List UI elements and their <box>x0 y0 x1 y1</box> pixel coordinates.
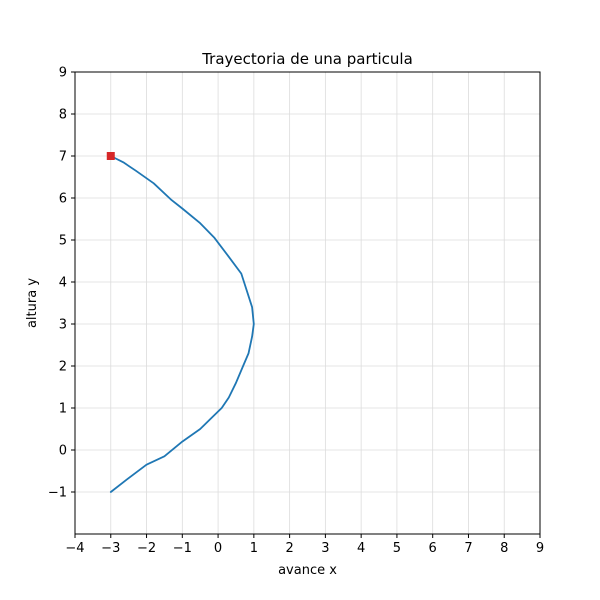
x-tick-label: 2 <box>285 541 293 556</box>
y-tick-label: 7 <box>59 150 67 165</box>
series-layer <box>106 152 255 493</box>
x-tick-label: 3 <box>321 541 329 556</box>
y-axis-label: altura y <box>25 278 40 328</box>
x-tick-label: 1 <box>250 541 258 556</box>
y-tick-label: 0 <box>59 444 67 459</box>
x-tick-label: −3 <box>101 541 120 556</box>
y-tick-label: 9 <box>59 66 67 81</box>
y-tick-label: −1 <box>48 486 67 501</box>
plot-frame <box>74 71 541 535</box>
axis-ticks: −4 −3 −2 −1 0 1 2 3 4 5 6 7 8 9 −1 0 1 2 3 4 5 6 7 8 9 <box>48 66 544 557</box>
x-tick-label: 8 <box>500 541 508 556</box>
x-tick-label: −1 <box>173 541 192 556</box>
x-axis-label: avance x <box>278 563 337 578</box>
y-tick-label: 4 <box>59 276 67 291</box>
chart-title: Trayectoria de una particula <box>201 50 413 68</box>
y-tick-label: 1 <box>59 402 67 417</box>
x-tick-label: 5 <box>393 541 401 556</box>
x-tick-label: 7 <box>464 541 472 556</box>
x-tick-label: 0 <box>214 541 222 556</box>
x-tick-label: 4 <box>357 541 365 556</box>
y-tick-label: 5 <box>59 234 67 249</box>
x-tick-label: 9 <box>536 541 544 556</box>
start-point-marker <box>106 152 115 160</box>
y-tick-label: 8 <box>59 108 67 123</box>
y-tick-label: 6 <box>59 192 67 207</box>
y-tick-label: 2 <box>59 360 67 375</box>
x-tick-label: −4 <box>65 541 84 556</box>
trajectory-line <box>109 155 255 493</box>
y-tick-label: 3 <box>59 318 67 333</box>
x-tick-label: −2 <box>137 541 156 556</box>
x-tick-label: 6 <box>429 541 437 556</box>
